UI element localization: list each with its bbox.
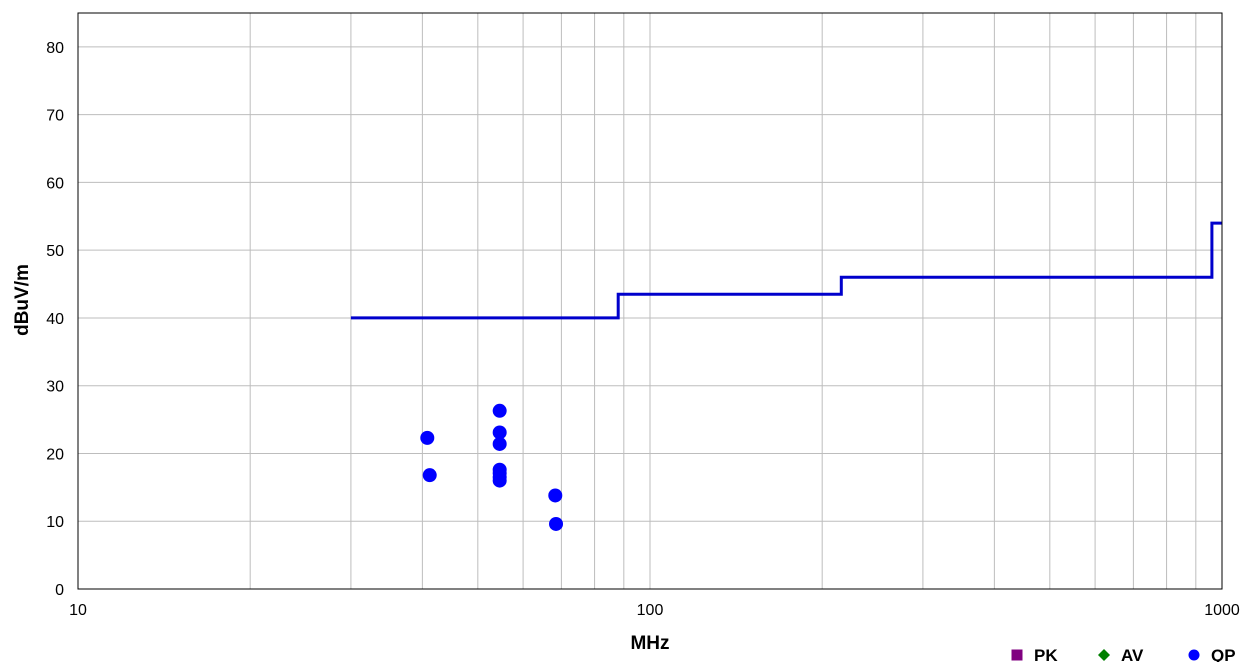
y-tick-label: 80 — [46, 40, 64, 57]
legend-pk-marker — [1011, 649, 1023, 661]
qp-data-point — [492, 436, 507, 451]
x-axis-title: MHz — [630, 633, 669, 654]
qp-data-point — [548, 488, 563, 503]
y-tick-label: 60 — [46, 175, 64, 192]
y-tick-label: 30 — [46, 379, 64, 396]
legend-pk-label: PK — [1034, 646, 1058, 662]
y-tick-label: 40 — [46, 311, 64, 328]
legend-av-marker — [1098, 649, 1110, 661]
legend-qp-marker — [1188, 649, 1200, 661]
plot-frame — [77, 12, 1223, 590]
y-tick-label: 20 — [46, 446, 64, 463]
y-tick-label: 50 — [46, 243, 64, 260]
tick-labels: 10 100 1000 0 10 20 30 40 50 60 70 80 — [46, 40, 1240, 619]
legend-av-label: AV — [1121, 646, 1144, 662]
x-tick-label: 1000 — [1204, 602, 1240, 619]
limit-line — [350, 221, 1222, 320]
qp-data-point — [422, 468, 437, 483]
qp-data-point — [492, 425, 507, 440]
qp-data-point — [549, 516, 564, 531]
legend: PK AV QP — [1011, 646, 1236, 662]
qp-data-point — [420, 430, 435, 445]
y-tick-label: 70 — [46, 108, 64, 125]
x-tick-label: 10 — [69, 602, 87, 619]
y-axis-title: dBuV/m — [12, 264, 33, 336]
y-tick-label: 10 — [46, 514, 64, 531]
y-tick-label: 0 — [55, 582, 64, 599]
grid-lines — [78, 13, 1222, 589]
qp-data-point — [492, 403, 507, 418]
qp-data-point — [492, 473, 507, 488]
x-tick-label: 100 — [637, 602, 664, 619]
data-markers — [420, 403, 564, 531]
legend-qp-label: QP — [1211, 646, 1236, 662]
